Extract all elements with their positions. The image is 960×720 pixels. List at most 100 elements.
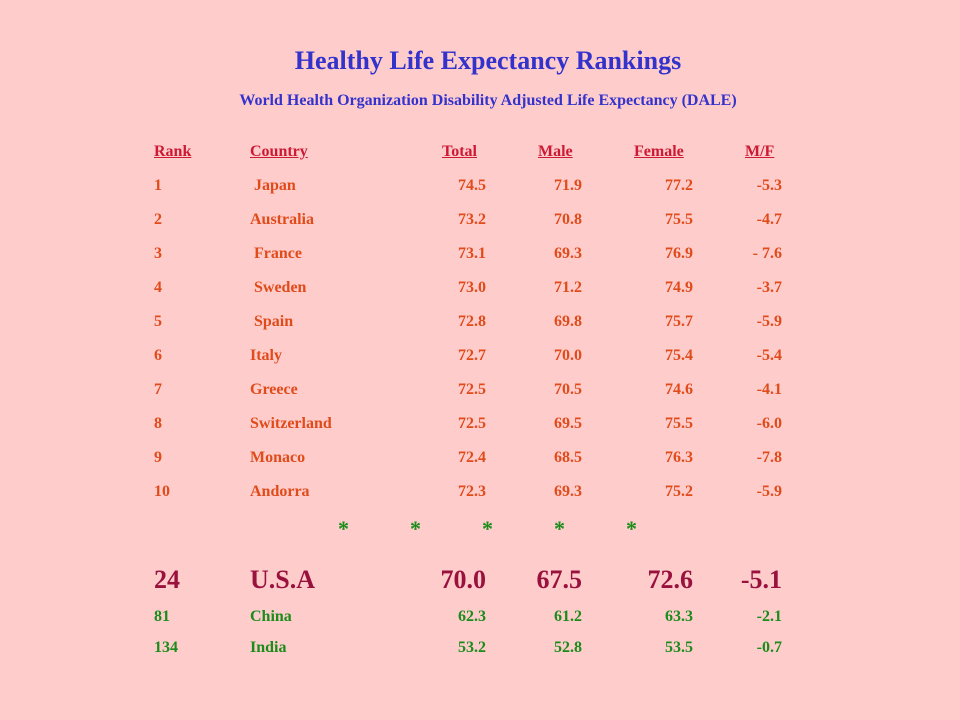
cell-rank: 6 bbox=[154, 347, 162, 364]
page-subtitle: World Health Organization Disability Adj… bbox=[239, 92, 737, 109]
cell-total: 72.8 bbox=[458, 313, 486, 330]
cell-rank: 24 bbox=[154, 565, 180, 594]
header-rank: Rank bbox=[154, 143, 192, 160]
table-header: Rank Country Total Male Female M/F bbox=[0, 140, 960, 164]
cell-country: France bbox=[250, 245, 302, 262]
cell-mf: -2.1 bbox=[756, 608, 782, 625]
separator-star: * bbox=[554, 516, 565, 541]
cell-male: 70.0 bbox=[554, 347, 582, 364]
cell-rank: 1 bbox=[154, 177, 162, 194]
cell-male: 69.8 bbox=[554, 313, 582, 330]
table-row-highlight: 24 U.S.A 70.0 67.5 72.6 -5.1 bbox=[0, 562, 960, 598]
cell-mf: -3.7 bbox=[756, 279, 782, 296]
cell-male: 70.5 bbox=[554, 381, 582, 398]
cell-mf: -4.1 bbox=[756, 381, 782, 398]
cell-country: Australia bbox=[250, 211, 314, 228]
cell-total: 62.3 bbox=[458, 608, 486, 625]
cell-male: 61.2 bbox=[554, 608, 582, 625]
cell-mf: -0.7 bbox=[756, 639, 782, 656]
table-row: 3 France 73.1 69.3 76.9 - 7.6 bbox=[0, 242, 960, 266]
cell-country: Sweden bbox=[250, 279, 307, 296]
separator-star: * bbox=[626, 516, 637, 541]
cell-total: 72.5 bbox=[458, 415, 486, 432]
table-row: 1 Japan 74.5 71.9 77.2 -5.3 bbox=[0, 174, 960, 198]
table-row: 4 Sweden 73.0 71.2 74.9 -3.7 bbox=[0, 276, 960, 300]
cell-female: 63.3 bbox=[665, 608, 693, 625]
cell-total: 72.7 bbox=[458, 347, 486, 364]
table-row: 134 India 53.2 52.8 53.5 -0.7 bbox=[0, 636, 960, 660]
cell-female: 77.2 bbox=[665, 177, 693, 194]
table-row: 6 Italy 72.7 70.0 75.4 -5.4 bbox=[0, 344, 960, 368]
cell-total: 72.4 bbox=[458, 449, 486, 466]
cell-male: 71.2 bbox=[554, 279, 582, 296]
cell-male: 67.5 bbox=[536, 565, 583, 594]
cell-total: 53.2 bbox=[458, 639, 486, 656]
cell-rank: 2 bbox=[154, 211, 162, 228]
table-row: 7 Greece 72.5 70.5 74.6 -4.1 bbox=[0, 378, 960, 402]
cell-rank: 3 bbox=[154, 245, 162, 262]
cell-female: 75.5 bbox=[665, 211, 693, 228]
cell-male: 52.8 bbox=[554, 639, 582, 656]
cell-mf: -7.8 bbox=[756, 449, 782, 466]
cell-country: Greece bbox=[250, 381, 298, 398]
cell-mf: -5.9 bbox=[756, 483, 782, 500]
table-row: 9 Monaco 72.4 68.5 76.3 -7.8 bbox=[0, 446, 960, 470]
cell-total: 72.3 bbox=[458, 483, 486, 500]
separator-star: * bbox=[338, 516, 349, 541]
cell-total: 70.0 bbox=[440, 565, 487, 594]
cell-rank: 8 bbox=[154, 415, 162, 432]
cell-mf: -5.4 bbox=[756, 347, 782, 364]
cell-country: India bbox=[250, 639, 287, 656]
header-mf: M/F bbox=[745, 143, 775, 160]
cell-mf: -4.7 bbox=[756, 211, 782, 228]
cell-country: China bbox=[250, 608, 292, 625]
cell-mf: -5.9 bbox=[756, 313, 782, 330]
cell-female: 72.6 bbox=[647, 565, 694, 594]
header-total: Total bbox=[442, 143, 477, 160]
cell-mf: - 7.6 bbox=[752, 245, 782, 262]
separator-stars: * * * * * bbox=[0, 514, 960, 544]
cell-country: Japan bbox=[250, 177, 296, 194]
separator-star: * bbox=[482, 516, 493, 541]
cell-female: 74.9 bbox=[665, 279, 693, 296]
header-female: Female bbox=[634, 143, 684, 160]
table-row: 5 Spain 72.8 69.8 75.7 -5.9 bbox=[0, 310, 960, 334]
cell-total: 72.5 bbox=[458, 381, 486, 398]
table-row: 10 Andorra 72.3 69.3 75.2 -5.9 bbox=[0, 480, 960, 504]
cell-male: 70.8 bbox=[554, 211, 582, 228]
table-row: 2 Australia 73.2 70.8 75.5 -4.7 bbox=[0, 208, 960, 232]
cell-rank: 81 bbox=[154, 608, 170, 625]
cell-country: U.S.A bbox=[250, 565, 316, 594]
cell-rank: 7 bbox=[154, 381, 162, 398]
cell-total: 74.5 bbox=[458, 177, 486, 194]
cell-male: 69.5 bbox=[554, 415, 582, 432]
cell-country: Switzerland bbox=[250, 415, 332, 432]
page-title: Healthy Life Expectancy Rankings bbox=[294, 46, 682, 75]
header-male: Male bbox=[538, 143, 573, 160]
table-row: 8 Switzerland 72.5 69.5 75.5 -6.0 bbox=[0, 412, 960, 436]
cell-country: Italy bbox=[250, 347, 282, 364]
cell-rank: 134 bbox=[154, 639, 178, 656]
cell-male: 68.5 bbox=[554, 449, 582, 466]
cell-male: 71.9 bbox=[554, 177, 582, 194]
cell-female: 75.7 bbox=[665, 313, 693, 330]
cell-female: 74.6 bbox=[665, 381, 693, 398]
cell-mf: -6.0 bbox=[756, 415, 782, 432]
header-country: Country bbox=[250, 143, 308, 160]
cell-mf: -5.1 bbox=[740, 565, 782, 594]
cell-rank: 5 bbox=[154, 313, 162, 330]
cell-female: 75.2 bbox=[665, 483, 693, 500]
cell-female: 75.5 bbox=[665, 415, 693, 432]
cell-total: 73.2 bbox=[458, 211, 486, 228]
cell-male: 69.3 bbox=[554, 483, 582, 500]
cell-female: 76.9 bbox=[665, 245, 693, 262]
cell-total: 73.1 bbox=[458, 245, 486, 262]
cell-female: 75.4 bbox=[665, 347, 693, 364]
cell-country: Spain bbox=[250, 313, 294, 330]
cell-total: 73.0 bbox=[458, 279, 486, 296]
cell-rank: 9 bbox=[154, 449, 162, 466]
table-row: 81 China 62.3 61.2 63.3 -2.1 bbox=[0, 605, 960, 629]
cell-mf: -5.3 bbox=[756, 177, 782, 194]
cell-female: 76.3 bbox=[665, 449, 693, 466]
cell-female: 53.5 bbox=[665, 639, 693, 656]
